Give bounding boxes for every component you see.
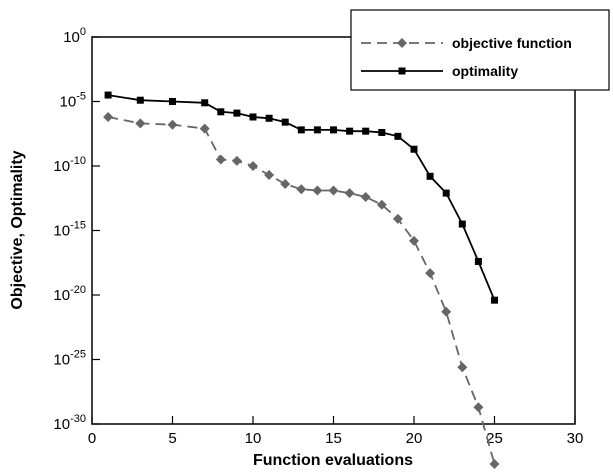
x-tick-label: 25: [486, 430, 503, 447]
x-tick-label: 0: [88, 430, 96, 447]
data-point-marker: [426, 172, 434, 180]
data-point-marker: [394, 132, 402, 140]
data-point-marker: [135, 118, 146, 129]
y-tick-label: 100: [63, 26, 86, 46]
legend-box: [350, 9, 610, 91]
data-point-marker: [441, 306, 452, 317]
data-point-marker: [442, 189, 450, 197]
data-point-marker: [360, 191, 371, 202]
data-point-marker: [215, 154, 226, 165]
data-point-marker: [249, 113, 257, 121]
data-point-marker: [201, 99, 209, 107]
x-tick-label: 5: [168, 430, 176, 447]
data-point-marker: [136, 96, 144, 104]
data-point-marker: [199, 123, 210, 134]
y-tick-label: 10-20: [53, 284, 86, 304]
data-point-marker: [312, 185, 323, 196]
data-point-marker: [296, 184, 307, 195]
legend-marker-shape: [398, 67, 406, 75]
legend-marker-objective: [397, 38, 407, 48]
data-point-marker: [328, 185, 339, 196]
y-tick-label: 10-30: [53, 413, 86, 433]
y-tick-label: 10-10: [53, 155, 86, 175]
legend: objective function optimality: [350, 9, 610, 91]
y-tick-label: 10-25: [53, 349, 86, 369]
data-point-marker: [248, 161, 258, 171]
data-point-marker: [313, 126, 321, 134]
legend-label-optimality: optimality: [452, 63, 518, 79]
y-tick-label: 10-5: [60, 91, 86, 111]
data-point-marker: [330, 126, 337, 134]
data-point-marker: [344, 188, 355, 199]
data-point-marker: [489, 458, 500, 469]
y-axis: 100 10-5 10-10 10-15 10-20 10-25 10-30: [53, 26, 100, 433]
data-point-marker: [474, 257, 482, 265]
series-optimality: [104, 91, 498, 304]
series-objective-function: [103, 111, 500, 469]
data-point-marker: [425, 268, 436, 279]
data-point-marker: [376, 199, 387, 210]
data-point-marker: [410, 145, 418, 153]
data-point-marker: [409, 235, 419, 246]
series-layer: [103, 91, 500, 469]
data-point-marker: [103, 111, 114, 122]
data-point-marker: [392, 213, 403, 224]
data-point-marker: [280, 179, 291, 190]
data-point-marker: [457, 362, 468, 373]
data-point-marker: [217, 108, 225, 116]
series-line: [107, 94, 496, 301]
data-point-marker: [362, 127, 370, 135]
y-axis-title: Objective, Optimality: [9, 150, 26, 309]
series-line: [107, 116, 496, 465]
legend-label-objective: objective function: [452, 35, 572, 51]
data-point-marker: [233, 109, 241, 117]
data-point-marker: [491, 296, 498, 304]
x-tick-label: 10: [245, 430, 262, 447]
y-tick-label: 10-15: [53, 220, 86, 240]
x-tick-label: 30: [567, 430, 584, 447]
legend-marker-optimality: [398, 67, 406, 75]
data-point-marker: [231, 155, 242, 166]
plot-area: [91, 36, 576, 425]
data-point-marker: [281, 118, 289, 126]
x-tick-label: 20: [406, 430, 423, 447]
data-point-marker: [297, 126, 305, 134]
x-axis: 0 5 10 15 20 25 30: [88, 416, 584, 447]
data-point-marker: [458, 220, 466, 228]
data-point-marker: [473, 402, 484, 413]
legend-marker-shape: [397, 38, 407, 48]
data-point-marker: [346, 127, 354, 135]
data-point-marker: [265, 114, 273, 122]
data-point-marker: [167, 119, 178, 130]
x-axis-title: Function evaluations: [253, 452, 413, 469]
data-point-marker: [264, 170, 275, 181]
data-point-marker: [104, 91, 112, 99]
x-tick-label: 15: [325, 430, 342, 447]
data-point-marker: [378, 128, 386, 136]
data-point-marker: [169, 98, 176, 105]
